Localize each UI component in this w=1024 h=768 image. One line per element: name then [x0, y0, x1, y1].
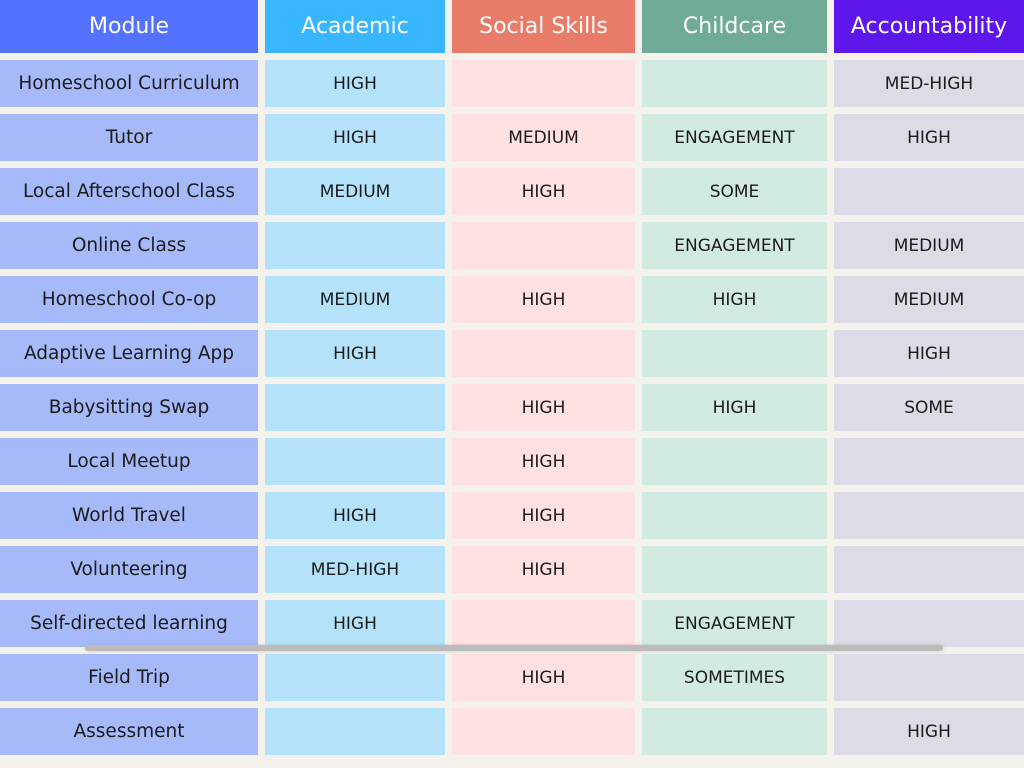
academic-cell — [265, 222, 445, 269]
social-skills-cell — [452, 708, 635, 755]
accountability-cell — [834, 438, 1024, 485]
childcare-cell — [642, 60, 827, 107]
childcare-cell — [642, 330, 827, 377]
module-cell: Self-directed learning — [0, 600, 258, 647]
childcare-cell: HIGH — [642, 276, 827, 323]
accountability-cell — [834, 546, 1024, 593]
academic-cell: HIGH — [265, 330, 445, 377]
module-cell: Local Meetup — [0, 438, 258, 485]
childcare-cell: ENGAGEMENT — [642, 600, 827, 647]
accountability-cell — [834, 168, 1024, 215]
academic-cell — [265, 438, 445, 485]
module-cell: Homeschool Curriculum — [0, 60, 258, 107]
childcare-cell: ENGAGEMENT — [642, 114, 827, 161]
social-skills-cell: HIGH — [452, 546, 635, 593]
module-cell: Field Trip — [0, 654, 258, 701]
module-cell: Local Afterschool Class — [0, 168, 258, 215]
module-cell: Assessment — [0, 708, 258, 755]
social-skills-cell: MEDIUM — [452, 114, 635, 161]
childcare-cell: HIGH — [642, 384, 827, 431]
module-cell: Tutor — [0, 114, 258, 161]
module-cell: World Travel — [0, 492, 258, 539]
header-module: Module — [0, 0, 258, 53]
childcare-cell: ENGAGEMENT — [642, 222, 827, 269]
accountability-cell — [834, 600, 1024, 647]
social-skills-cell — [452, 222, 635, 269]
accountability-cell: MEDIUM — [834, 222, 1024, 269]
academic-cell: HIGH — [265, 492, 445, 539]
header-childcare: Childcare — [642, 0, 827, 53]
social-skills-cell: HIGH — [452, 384, 635, 431]
accountability-cell: SOME — [834, 384, 1024, 431]
academic-cell — [265, 708, 445, 755]
module-cell: Homeschool Co-op — [0, 276, 258, 323]
accountability-cell: HIGH — [834, 708, 1024, 755]
childcare-cell — [642, 438, 827, 485]
social-skills-cell: HIGH — [452, 438, 635, 485]
header-accountability: Accountability — [834, 0, 1024, 53]
social-skills-cell: HIGH — [452, 168, 635, 215]
academic-cell — [265, 384, 445, 431]
childcare-cell: SOMETIMES — [642, 654, 827, 701]
academic-cell: MED-HIGH — [265, 546, 445, 593]
divider-line — [85, 645, 943, 651]
module-cell: Online Class — [0, 222, 258, 269]
academic-cell: MEDIUM — [265, 276, 445, 323]
header-social-skills: Social Skills — [452, 0, 635, 53]
childcare-cell: SOME — [642, 168, 827, 215]
childcare-cell — [642, 492, 827, 539]
accountability-cell: HIGH — [834, 330, 1024, 377]
accountability-cell: MED-HIGH — [834, 60, 1024, 107]
accountability-cell — [834, 492, 1024, 539]
academic-cell: HIGH — [265, 600, 445, 647]
module-cell: Adaptive Learning App — [0, 330, 258, 377]
social-skills-cell — [452, 600, 635, 647]
social-skills-cell — [452, 330, 635, 377]
academic-cell: HIGH — [265, 114, 445, 161]
accountability-cell: MEDIUM — [834, 276, 1024, 323]
childcare-cell — [642, 708, 827, 755]
social-skills-cell: HIGH — [452, 492, 635, 539]
header-academic: Academic — [265, 0, 445, 53]
accountability-cell — [834, 654, 1024, 701]
academic-cell: MEDIUM — [265, 168, 445, 215]
accountability-cell: HIGH — [834, 114, 1024, 161]
academic-cell — [265, 654, 445, 701]
childcare-cell — [642, 546, 827, 593]
module-cell: Volunteering — [0, 546, 258, 593]
module-cell: Babysitting Swap — [0, 384, 258, 431]
academic-cell: HIGH — [265, 60, 445, 107]
social-skills-cell — [452, 60, 635, 107]
social-skills-cell: HIGH — [452, 654, 635, 701]
social-skills-cell: HIGH — [452, 276, 635, 323]
